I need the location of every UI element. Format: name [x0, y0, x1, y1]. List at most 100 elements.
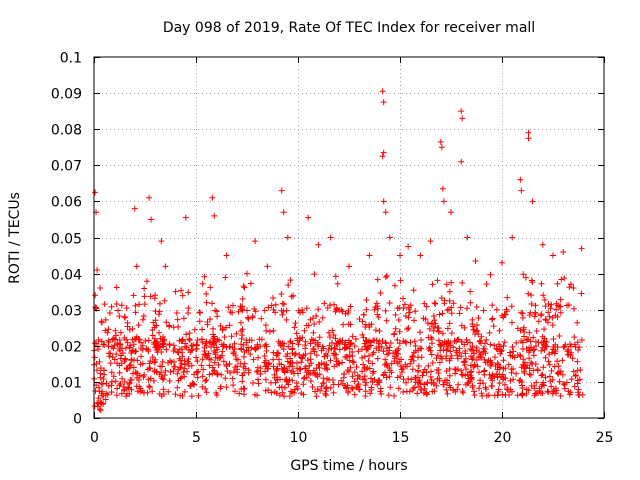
data-point: [310, 345, 317, 352]
data-point: [157, 363, 164, 370]
data-point: [108, 378, 115, 385]
data-point: [206, 371, 213, 378]
data-point: [461, 341, 468, 348]
data-point: [128, 386, 135, 393]
data-point: [139, 316, 146, 323]
data-point: [331, 350, 338, 357]
data-point: [319, 314, 326, 321]
data-point: [518, 309, 525, 316]
data-point: [514, 352, 521, 359]
data-point: [448, 279, 455, 286]
y-axis-label: ROTI / TECUs: [7, 192, 23, 284]
data-point: [120, 387, 127, 394]
data-point: [308, 336, 315, 343]
data-point: [476, 385, 483, 392]
data-point: [554, 280, 561, 287]
data-point: [102, 316, 109, 323]
data-point: [470, 326, 477, 333]
data-point: [96, 358, 103, 365]
data-point: [310, 337, 317, 344]
data-point: [270, 327, 277, 334]
data-point: [347, 364, 354, 371]
data-point: [444, 307, 451, 314]
x-tick-label: 0: [90, 430, 99, 446]
y-tick-label: 0.08: [51, 123, 82, 139]
data-point: [520, 362, 527, 369]
data-point: [287, 355, 294, 362]
data-point: [378, 391, 385, 398]
data-point: [541, 296, 548, 303]
data-point: [100, 341, 107, 348]
data-point: [170, 368, 177, 375]
data-point: [496, 380, 503, 387]
data-point: [244, 270, 250, 277]
data-point: [293, 330, 300, 337]
data-point: [438, 343, 445, 350]
data-point: [480, 307, 487, 314]
data-point: [313, 393, 320, 400]
data-point: [471, 392, 478, 399]
data-point: [360, 334, 367, 341]
data-point: [299, 306, 306, 313]
data-point: [369, 370, 376, 377]
data-point: [546, 313, 553, 320]
data-point: [560, 344, 567, 351]
data-point: [546, 351, 553, 358]
data-point: [185, 310, 192, 317]
data-point: [203, 290, 210, 297]
data-point: [406, 309, 413, 316]
data-point: [411, 384, 418, 391]
data-point: [143, 278, 150, 285]
data-point: [405, 325, 412, 332]
data-point: [443, 281, 450, 288]
data-point: [129, 336, 136, 343]
data-point: [113, 284, 120, 291]
plot-frame: [93, 56, 605, 419]
data-point: [532, 302, 539, 309]
data-point: [181, 388, 188, 395]
data-point: [550, 335, 557, 342]
data-point: [362, 338, 369, 345]
data-point: [359, 331, 366, 338]
data-point: [451, 366, 458, 373]
data-point: [414, 354, 421, 361]
data-point: [307, 370, 314, 377]
data-point: [417, 252, 424, 259]
data-point: [508, 303, 515, 310]
data-point: [193, 354, 200, 361]
data-point: [392, 311, 399, 318]
data-point: [216, 355, 223, 362]
data-point: [353, 384, 360, 391]
data-point: [241, 349, 248, 356]
data-point: [432, 300, 439, 307]
data-point: [226, 360, 233, 367]
data-point: [204, 321, 211, 328]
data-point: [528, 292, 535, 299]
data-point: [322, 385, 329, 392]
data-point: [526, 371, 533, 378]
data-point: [435, 337, 442, 344]
data-point: [560, 380, 567, 387]
data-point: [576, 392, 583, 399]
data-point: [331, 363, 338, 370]
data-point: [525, 336, 532, 343]
data-point: [117, 341, 124, 348]
data-point: [101, 301, 108, 308]
data-point: [434, 277, 441, 284]
data-point: [291, 386, 298, 393]
data-point: [445, 339, 452, 346]
data-point: [446, 297, 453, 304]
data-point: [218, 341, 225, 348]
data-point: [430, 381, 437, 388]
data-point: [244, 314, 251, 321]
data-point: [296, 352, 303, 359]
data-point: [257, 343, 264, 350]
data-point: [124, 339, 131, 346]
data-point: [545, 309, 552, 316]
data-point: [272, 301, 279, 308]
data-point: [322, 365, 329, 372]
data-point: [230, 368, 237, 375]
data-point: [415, 379, 422, 386]
data-point: [454, 386, 461, 393]
data-point: [446, 382, 453, 389]
